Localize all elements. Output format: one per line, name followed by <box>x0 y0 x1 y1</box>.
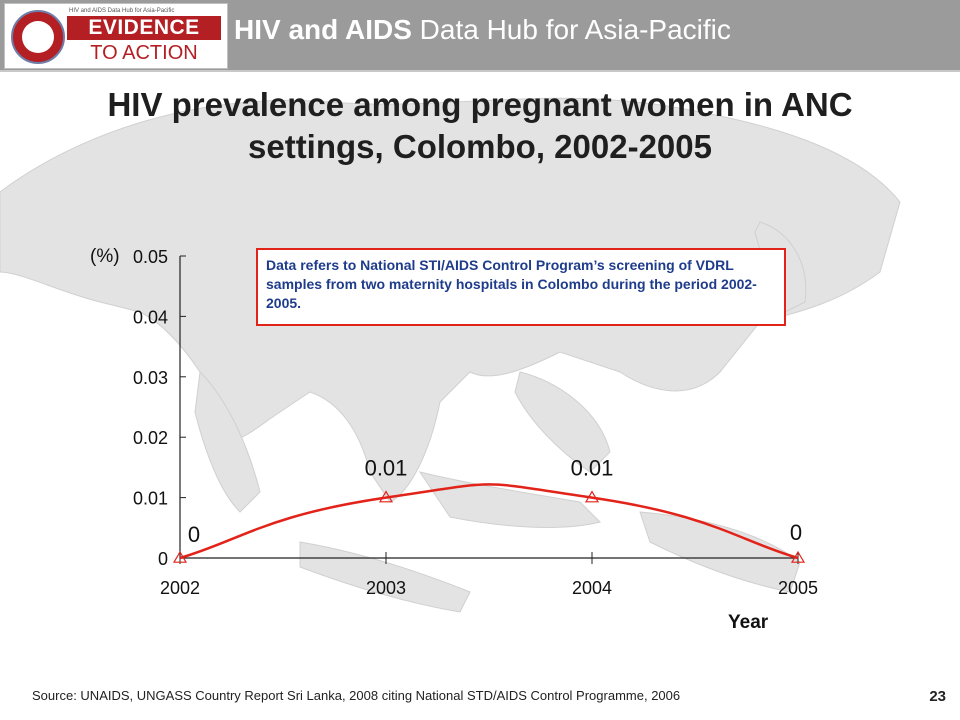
y-tick-label: 0.01 <box>133 489 168 509</box>
x-axis-label: Year <box>728 612 769 633</box>
y-tick-label: 0 <box>158 549 168 569</box>
data-label: 0 <box>790 520 802 545</box>
series-line <box>179 483 799 560</box>
y-tick-label: 0.02 <box>133 428 168 448</box>
data-label: 0 <box>188 522 200 547</box>
logo-caption: HIV and AIDS Data Hub for Asia-Pacific <box>69 8 175 14</box>
source-citation: Source: UNAIDS, UNGASS Country Report Sr… <box>32 688 681 703</box>
evidence-to-action-logo[interactable]: HIV and AIDS Data Hub for Asia-Pacific E… <box>4 3 228 69</box>
slide-title: HIV prevalence among pregnant women in A… <box>107 86 853 165</box>
data-label: 0.01 <box>365 456 408 481</box>
x-tick-label: 2003 <box>366 578 406 598</box>
hub-title-rest: Data Hub for Asia-Pacific <box>411 14 731 45</box>
data-point-marker <box>378 490 394 503</box>
data-point-marker <box>172 550 188 563</box>
page-number: 23 <box>929 688 946 705</box>
un-emblem-icon <box>11 10 65 64</box>
data-label: 0.01 <box>571 456 614 481</box>
hub-title-bold: HIV and AIDS <box>234 14 412 45</box>
data-point-marker <box>584 490 600 503</box>
data-note-box: Data refers to National STI/AIDS Control… <box>256 248 786 326</box>
logo-evidence-text: EVIDENCE <box>67 16 221 40</box>
header-band: HIV and AIDS Data Hub for Asia-Pacific E… <box>0 0 960 72</box>
y-tick-label: 0.04 <box>133 307 168 327</box>
y-axis-label: (%) <box>90 246 120 267</box>
hub-title: HIV and AIDS Data Hub for Asia-Pacific <box>234 14 731 46</box>
y-tick-label: 0.05 <box>133 247 168 267</box>
x-tick-label: 2005 <box>778 578 818 598</box>
y-tick-label: 0.03 <box>133 368 168 388</box>
data-point-marker <box>790 550 806 563</box>
x-tick-label: 2004 <box>572 578 612 598</box>
x-tick-label: 2002 <box>160 578 200 598</box>
logo-to-action-text: TO ACTION <box>90 42 198 64</box>
